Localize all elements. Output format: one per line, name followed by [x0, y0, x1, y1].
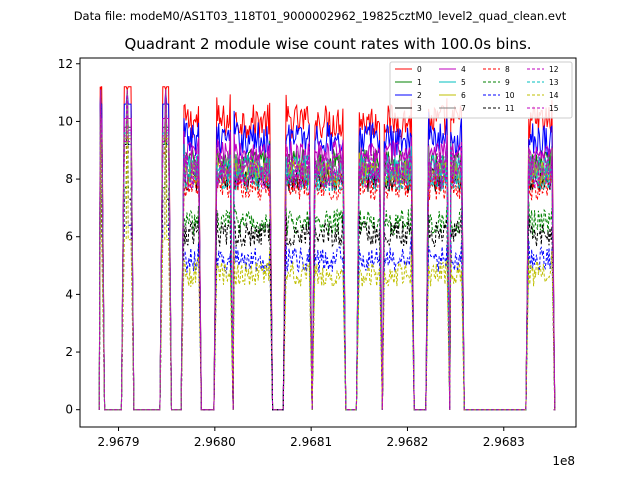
y-tick-label: 12: [58, 57, 73, 71]
legend-frame: [389, 61, 573, 119]
legend-label-5: 5: [461, 78, 466, 87]
series-line-12: [98, 89, 556, 411]
series-line-14: [98, 89, 556, 411]
series-line-9: [98, 89, 556, 411]
legend-label-4: 4: [461, 65, 466, 74]
legend-label-10: 10: [505, 91, 515, 100]
y-tick-label: 10: [58, 114, 73, 128]
legend-label-11: 11: [505, 104, 515, 113]
series-line-2: [98, 89, 556, 411]
chart-title: Quadrant 2 module wise count rates with …: [124, 35, 531, 53]
legend-label-8: 8: [505, 65, 510, 74]
x-tick-label: 2.9682: [386, 435, 428, 449]
legend-label-6: 6: [461, 91, 466, 100]
x-tick-label: 2.9679: [98, 435, 140, 449]
legend-label-9: 9: [505, 78, 510, 87]
y-tick-label: 4: [65, 287, 73, 301]
series-line-15: [98, 89, 556, 411]
legend-label-2: 2: [417, 91, 422, 100]
legend-label-0: 0: [417, 65, 422, 74]
y-tick-label: 6: [65, 230, 73, 244]
legend-label-15: 15: [549, 104, 559, 113]
x-tick-label: 2.9681: [290, 435, 332, 449]
series-line-13: [98, 89, 556, 411]
suptitle: Data file: modeM0/AS1T03_118T01_90000029…: [74, 9, 567, 23]
legend-label-7: 7: [461, 104, 466, 113]
x-offset-label: 1e8: [552, 454, 575, 468]
legend-label-14: 14: [549, 91, 559, 100]
plot-area: [98, 86, 556, 411]
y-tick-label: 2: [65, 345, 73, 359]
legend-label-13: 13: [549, 78, 559, 87]
x-tick-label: 2.9680: [194, 435, 236, 449]
series-line-7: [98, 89, 556, 411]
x-tick-label: 2.9683: [483, 435, 525, 449]
y-tick-label: 8: [65, 172, 73, 186]
axes-frame: [79, 57, 577, 428]
legend-label-12: 12: [549, 65, 559, 74]
legend-label-3: 3: [417, 104, 422, 113]
series-line-11: [98, 89, 556, 411]
legend-label-1: 1: [417, 78, 422, 87]
y-tick-label: 0: [65, 403, 73, 417]
series-line-10: [98, 89, 556, 411]
